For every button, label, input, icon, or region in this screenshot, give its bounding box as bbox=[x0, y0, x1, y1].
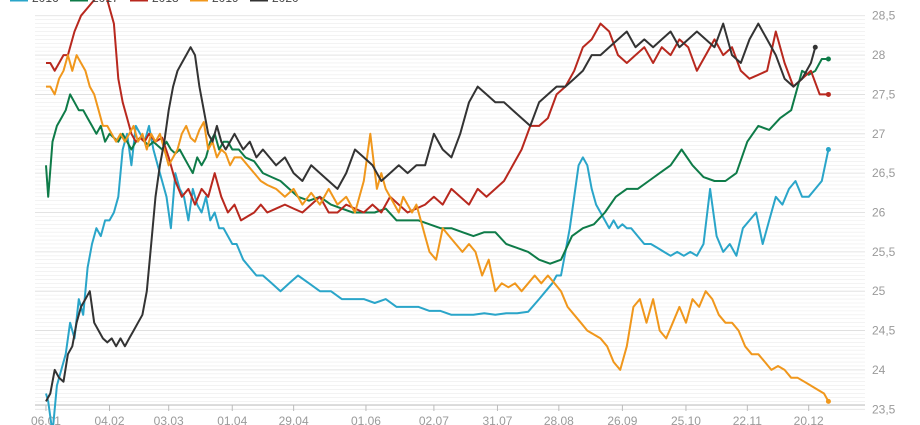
y-tick-label: 25,5 bbox=[872, 245, 896, 259]
y-tick-label: 23,5 bbox=[872, 402, 896, 416]
grid bbox=[35, 15, 865, 410]
y-tick-label: 28,5 bbox=[872, 9, 896, 23]
series-lines bbox=[45, 0, 830, 425]
x-tick-label: 03.03 bbox=[154, 414, 184, 425]
x-tick-label: 20.12 bbox=[794, 414, 824, 425]
legend-label-2016: 2016 bbox=[32, 0, 59, 5]
end-marker-2020 bbox=[812, 44, 818, 50]
x-tick-label: 25.10 bbox=[671, 414, 701, 425]
x-tick-label: 01.06 bbox=[351, 414, 381, 425]
legend-label-2017: 2017 bbox=[92, 0, 119, 5]
y-tick-label: 26 bbox=[872, 206, 886, 220]
y-tick-label: 27 bbox=[872, 127, 886, 141]
y-axis-ticks: 23,5 24 24,5 25 25,5 26 26,5 27 27,5 28 28,5 bbox=[872, 9, 896, 417]
x-tick-label: 01.04 bbox=[217, 414, 247, 425]
end-markers bbox=[812, 44, 831, 404]
series-line-2019 bbox=[46, 54, 830, 402]
y-tick-label: 27,5 bbox=[872, 87, 896, 101]
x-tick-label: 26.09 bbox=[607, 414, 637, 425]
end-marker-2018 bbox=[825, 91, 831, 97]
end-marker-2017 bbox=[825, 56, 831, 62]
end-marker-2016 bbox=[825, 147, 831, 153]
legend-label-2020: 2020 bbox=[272, 0, 299, 5]
legend-label-2019: 2019 bbox=[212, 0, 239, 5]
series-line-2018 bbox=[46, 0, 829, 222]
y-tick-label: 28 bbox=[872, 48, 886, 62]
y-tick-label: 26,5 bbox=[872, 166, 896, 180]
end-marker-2019 bbox=[825, 398, 831, 404]
series-line-2020 bbox=[45, 22, 817, 402]
x-tick-label: 28.08 bbox=[544, 414, 574, 425]
legend: 2016 2017 2018 2019 2020 bbox=[10, 0, 299, 5]
x-tick-label: 29.04 bbox=[279, 414, 309, 425]
x-tick-label: 06.01 bbox=[31, 414, 61, 425]
x-axis-ticks: 06.01 04.02 03.03 01.04 29.04 01.06 02.07 31.07… bbox=[31, 405, 824, 425]
x-tick-label: 31.07 bbox=[482, 414, 512, 425]
y-tick-label: 25 bbox=[872, 284, 886, 298]
x-tick-label: 02.07 bbox=[419, 414, 449, 425]
x-tick-label: 22.11 bbox=[733, 414, 762, 425]
y-tick-label: 24 bbox=[872, 363, 886, 377]
x-tick-label: 04.02 bbox=[95, 414, 125, 425]
y-tick-label: 24,5 bbox=[872, 324, 896, 338]
legend-label-2018: 2018 bbox=[152, 0, 179, 5]
